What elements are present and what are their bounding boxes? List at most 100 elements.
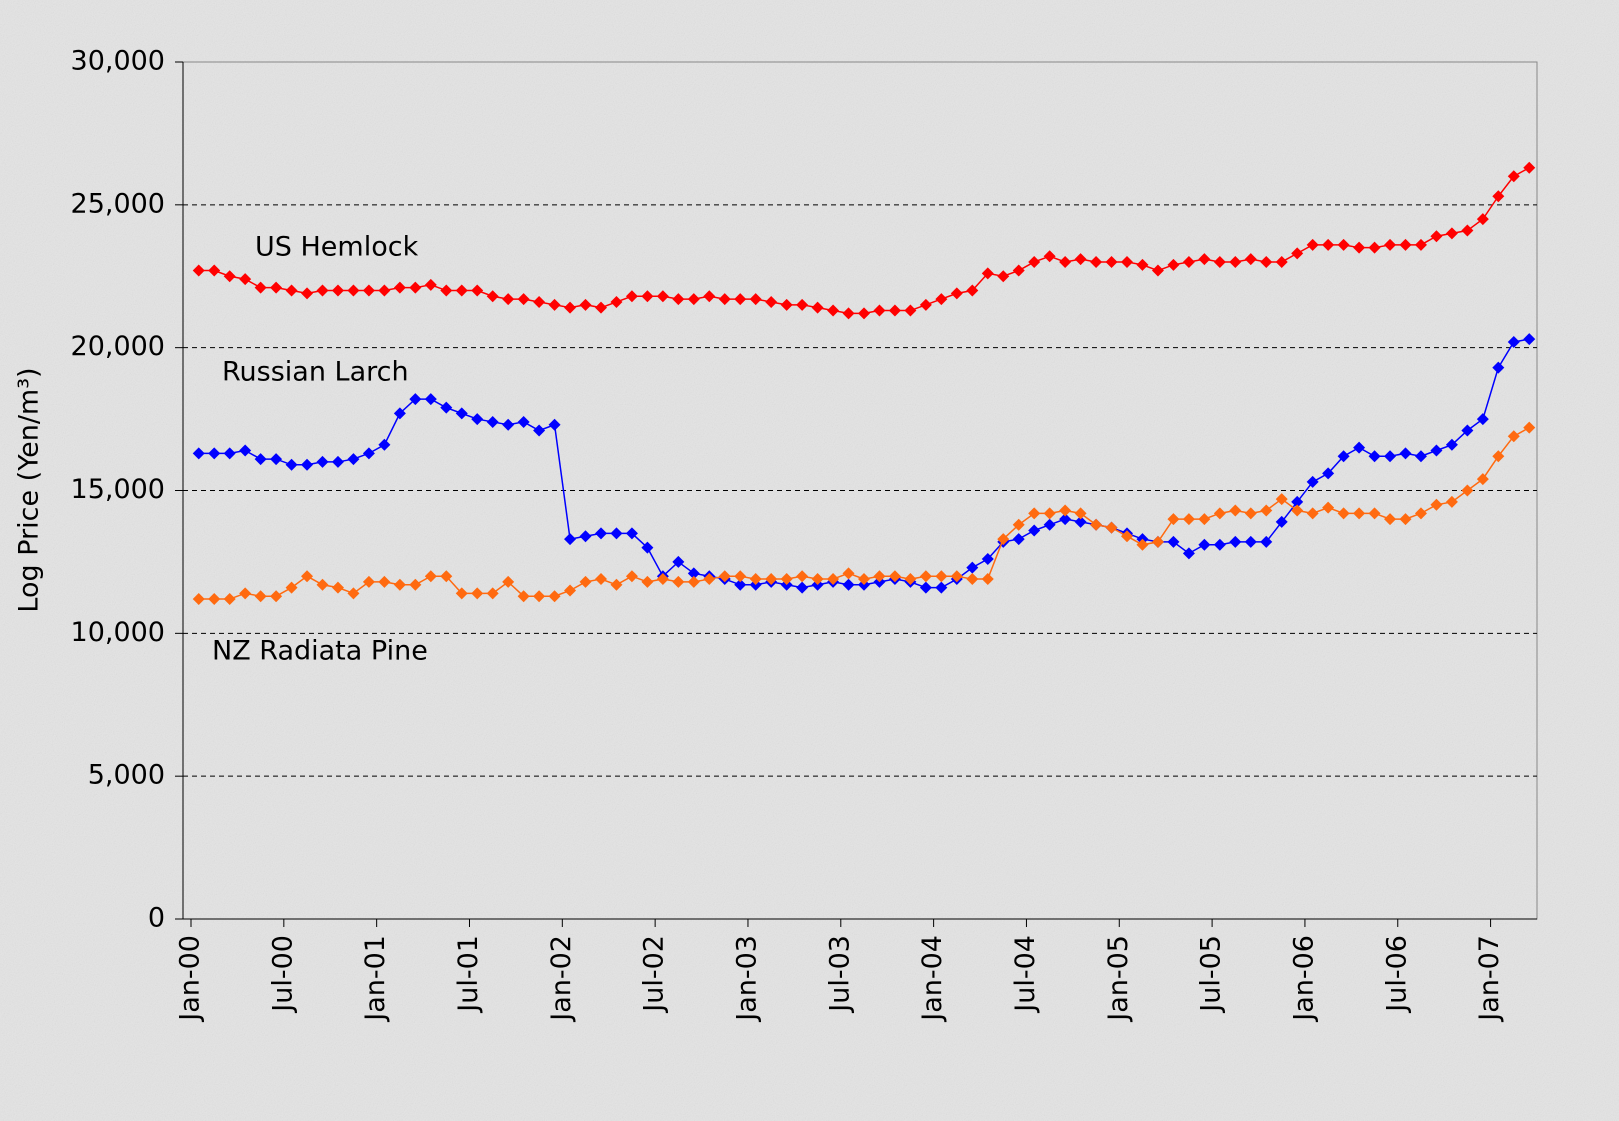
marker: [796, 570, 809, 583]
marker: [1430, 230, 1443, 243]
marker: [1244, 535, 1257, 548]
marker: [471, 587, 484, 600]
y-tick-label: 0: [148, 903, 165, 934]
marker: [1229, 504, 1242, 517]
marker: [1291, 495, 1304, 508]
marker: [656, 290, 669, 303]
marker: [1028, 507, 1041, 520]
marker: [594, 573, 607, 586]
marker: [1353, 507, 1366, 520]
x-tick-label: Jan-02: [546, 935, 577, 1023]
marker: [1523, 333, 1536, 346]
marker: [347, 587, 360, 600]
marker: [1136, 538, 1149, 551]
marker: [1368, 241, 1381, 254]
marker: [1028, 524, 1041, 537]
marker: [579, 575, 592, 588]
marker: [734, 578, 747, 591]
x-tick-label: Jul-03: [824, 935, 855, 1014]
marker: [285, 458, 298, 471]
marker: [1182, 255, 1195, 268]
marker: [997, 533, 1010, 546]
marker: [672, 575, 685, 588]
marker: [842, 307, 855, 320]
marker: [1260, 535, 1273, 548]
marker: [1430, 444, 1443, 457]
x-tick-label: Jul-02: [639, 935, 670, 1014]
marker: [424, 278, 437, 291]
x-tick-label: Jan-01: [360, 935, 391, 1023]
marker: [1074, 253, 1087, 266]
marker: [301, 458, 314, 471]
marker: [625, 570, 638, 583]
marker: [1414, 507, 1427, 520]
marker: [1213, 255, 1226, 268]
marker: [378, 438, 391, 451]
marker: [362, 575, 375, 588]
marker: [316, 578, 329, 591]
marker: [1260, 255, 1273, 268]
series-label: NZ Radiata Pine: [212, 636, 428, 667]
marker: [966, 561, 979, 574]
marker: [455, 407, 468, 420]
marker: [1028, 255, 1041, 268]
marker: [254, 590, 267, 603]
marker: [1059, 504, 1072, 517]
marker: [981, 573, 994, 586]
marker: [780, 573, 793, 586]
marker: [1213, 507, 1226, 520]
marker: [239, 273, 252, 286]
marker: [1291, 247, 1304, 260]
marker: [734, 570, 747, 583]
marker: [285, 581, 298, 594]
marker: [1476, 473, 1489, 486]
x-tick-label: Jul-01: [453, 935, 484, 1014]
marker: [1306, 475, 1319, 488]
marker: [393, 578, 406, 591]
marker: [1414, 238, 1427, 251]
marker: [935, 570, 948, 583]
marker: [919, 570, 932, 583]
marker: [873, 570, 886, 583]
marker: [1059, 513, 1072, 526]
marker: [471, 284, 484, 297]
marker: [950, 570, 963, 583]
marker: [455, 587, 468, 600]
marker: [254, 453, 267, 466]
marker: [904, 573, 917, 586]
marker: [440, 401, 453, 414]
marker: [981, 267, 994, 280]
marker: [409, 578, 422, 591]
marker: [1043, 507, 1056, 520]
marker: [1507, 170, 1520, 183]
marker: [919, 298, 932, 311]
marker: [223, 270, 236, 283]
marker: [625, 527, 638, 540]
marker: [718, 293, 731, 306]
marker: [424, 393, 437, 406]
marker: [981, 553, 994, 566]
marker: [1322, 238, 1335, 251]
marker: [1337, 450, 1350, 463]
marker: [331, 284, 344, 297]
marker: [888, 570, 901, 583]
x-tick-label: Jan-06: [1288, 935, 1319, 1023]
x-tick-label: Jan-04: [917, 935, 948, 1023]
marker: [301, 570, 314, 583]
marker: [827, 573, 840, 586]
marker: [517, 415, 530, 428]
marker: [1105, 521, 1118, 534]
marker: [1213, 538, 1226, 551]
marker: [1167, 535, 1180, 548]
marker: [749, 293, 762, 306]
marker: [579, 530, 592, 543]
marker: [1414, 450, 1427, 463]
marker: [780, 298, 793, 311]
marker: [579, 298, 592, 311]
marker: [362, 284, 375, 297]
x-tick-label: Jul-04: [1010, 935, 1041, 1014]
marker: [393, 407, 406, 420]
marker: [409, 393, 422, 406]
marker: [1461, 484, 1474, 497]
marker: [316, 455, 329, 468]
